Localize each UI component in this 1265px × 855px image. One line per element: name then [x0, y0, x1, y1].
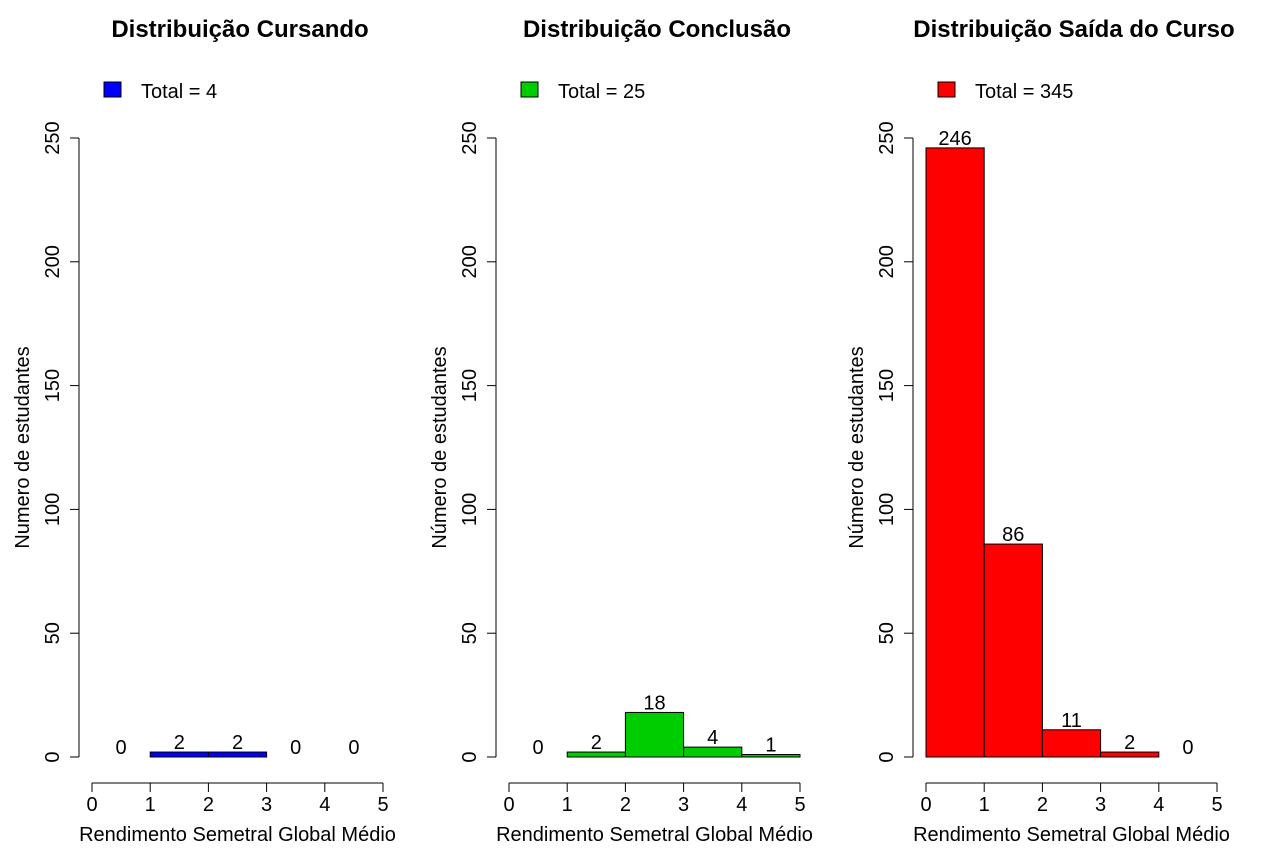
legend-swatch — [103, 81, 122, 98]
bar-value-label: 246 — [938, 128, 971, 150]
x-tick-label: 0 — [86, 794, 97, 816]
chart-panel-2: Distribuição Conclusão Total = 25 0 2 18 4 1 0 1… — [429, 16, 813, 846]
bar-value-label: 0 — [533, 737, 544, 759]
y-tick-label: 0 — [876, 751, 898, 762]
y-tick-label: 50 — [876, 622, 898, 644]
y-tick-label: 150 — [42, 369, 64, 402]
bar-value-label: 0 — [348, 737, 359, 759]
histogram-bar — [741, 754, 801, 758]
bar-value-label: 0 — [290, 737, 301, 759]
y-axis-label: Número de estudantes — [429, 346, 451, 548]
histogram-bar — [683, 746, 743, 758]
x-tick-label: 1 — [562, 794, 573, 816]
x-tick-label: 5 — [794, 794, 805, 816]
legend-label: Total = 25 — [558, 81, 645, 103]
y-axis-label: Numero de estudantes — [12, 346, 34, 548]
x-tick-label: 5 — [377, 794, 388, 816]
x-axis-label: Rendimento Semetral Global Médio — [496, 824, 813, 846]
bar-value-label: 0 — [1182, 737, 1193, 759]
x-axis-label: Rendimento Semetral Global Médio — [79, 824, 396, 846]
chart-title: Distribuição Saída do Curso — [913, 16, 1234, 43]
bar-value-label: 2 — [1124, 732, 1135, 754]
x-tick-label: 1 — [979, 794, 990, 816]
chart-title: Distribuição Cursando — [111, 16, 368, 43]
histogram-bar — [983, 543, 1043, 758]
x-tick-label: 3 — [261, 794, 272, 816]
y-tick-label: 0 — [42, 751, 64, 762]
legend-label: Total = 4 — [141, 81, 217, 103]
x-tick-label: 2 — [620, 794, 631, 816]
x-tick-label: 2 — [203, 794, 214, 816]
y-tick-label: 200 — [876, 245, 898, 278]
y-tick-label: 250 — [459, 121, 481, 154]
x-tick-label: 2 — [1037, 794, 1048, 816]
y-tick-label: 200 — [42, 245, 64, 278]
histogram-bar — [207, 751, 268, 758]
x-tick-label: 3 — [678, 794, 689, 816]
y-tick-label: 150 — [876, 369, 898, 402]
x-tick-label: 3 — [1095, 794, 1106, 816]
x-tick-label: 0 — [920, 794, 931, 816]
y-tick-label: 50 — [459, 622, 481, 644]
bar-value-label: 2 — [232, 732, 243, 754]
x-tick-label: 4 — [1153, 794, 1164, 816]
y-tick-label: 100 — [42, 493, 64, 526]
y-tick-label: 100 — [876, 493, 898, 526]
y-tick-label: 250 — [42, 121, 64, 154]
legend-swatch — [520, 81, 539, 98]
histogram-bar — [1041, 729, 1102, 758]
y-tick-label: 0 — [459, 751, 481, 762]
histogram-bar — [925, 147, 985, 758]
x-tick-label: 0 — [503, 794, 514, 816]
x-axis-label: Rendimento Semetral Global Médio — [913, 824, 1230, 846]
y-tick-label: 200 — [459, 245, 481, 278]
bar-value-label: 0 — [116, 737, 127, 759]
bar-value-label: 11 — [1061, 710, 1082, 732]
y-axis-label: Número de estudantes — [846, 346, 868, 548]
bar-value-label: 86 — [1002, 524, 1024, 546]
histogram-bar — [1100, 751, 1160, 758]
y-tick-label: 250 — [876, 121, 898, 154]
x-tick-label: 5 — [1211, 794, 1222, 816]
y-tick-label: 50 — [42, 622, 64, 644]
histogram-bar — [624, 711, 685, 758]
x-tick-label: 4 — [736, 794, 747, 816]
y-tick-label: 150 — [459, 369, 481, 402]
legend-swatch — [937, 81, 956, 98]
bar-value-label: 4 — [707, 727, 718, 749]
bar-value-label: 2 — [591, 732, 602, 754]
bar-value-label: 1 — [765, 735, 776, 757]
legend-label: Total = 345 — [975, 81, 1073, 103]
y-tick-label: 100 — [459, 493, 481, 526]
chart-title: Distribuição Conclusão — [523, 16, 791, 43]
x-tick-label: 4 — [319, 794, 330, 816]
bar-value-label: 18 — [643, 692, 665, 714]
x-tick-label: 1 — [145, 794, 156, 816]
bar-value-label: 2 — [174, 732, 185, 754]
